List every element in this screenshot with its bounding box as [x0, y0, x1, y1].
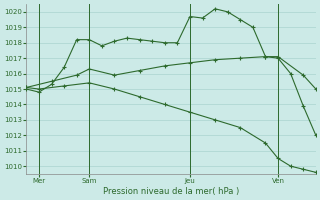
X-axis label: Pression niveau de la mer( hPa ): Pression niveau de la mer( hPa ): [103, 187, 239, 196]
